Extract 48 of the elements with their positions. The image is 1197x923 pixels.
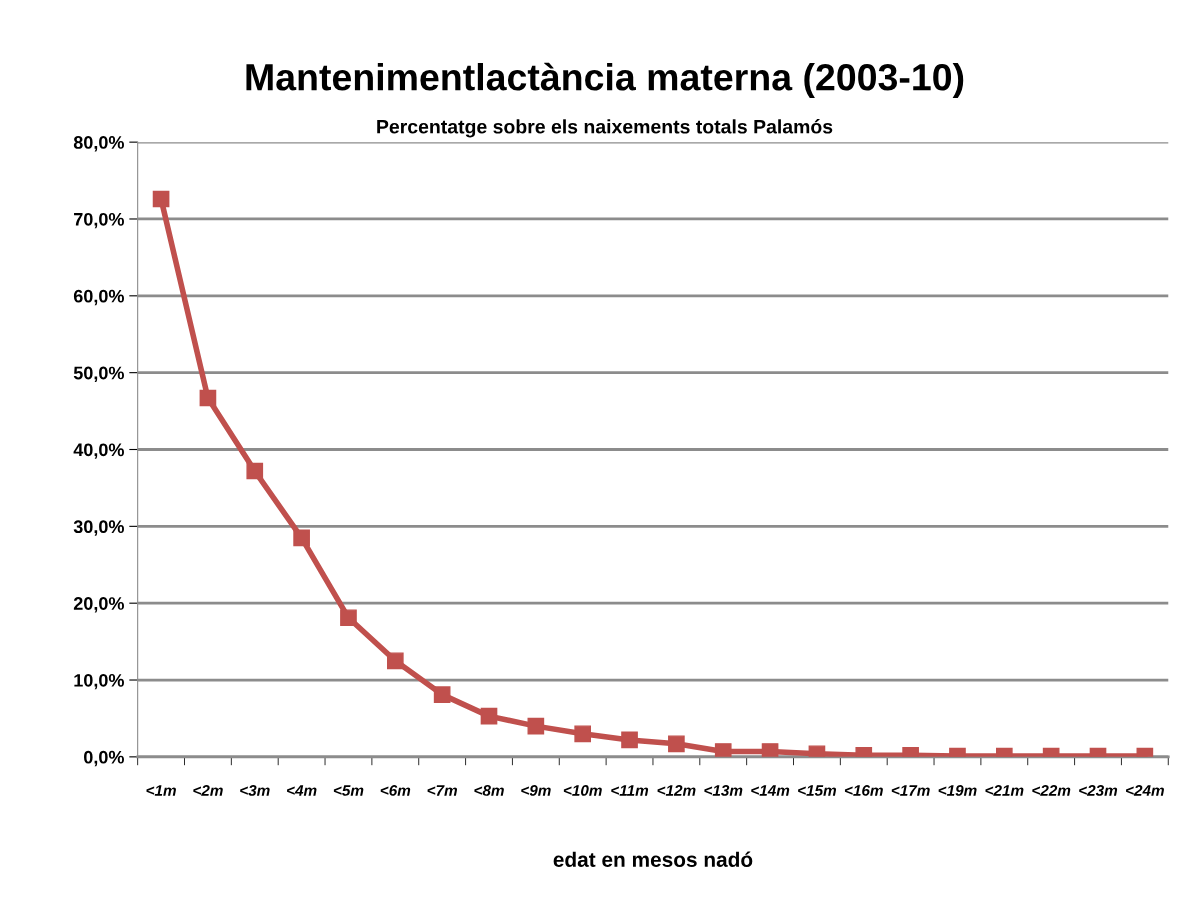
x-tick-label: <3m [240, 785, 270, 796]
chart-title: Mantenimentlactància materna (2003-10) [246, 62, 964, 98]
y-tick-label: 40,0% [73, 443, 124, 459]
x-tick-label: <16m [844, 785, 883, 796]
x-tick-label: <12m [657, 785, 696, 796]
x-tick-label: <5m [333, 785, 364, 796]
point [433, 686, 451, 703]
x-tick-label: <14m [751, 785, 790, 796]
point [621, 731, 638, 749]
y-tick-label: 70,0% [74, 212, 124, 229]
x-tick-label: <9m [521, 785, 551, 796]
x-tick-label: <17m [891, 785, 930, 796]
y-tick-label: 20,0% [73, 597, 124, 613]
x-tick-label: <15m [798, 785, 837, 796]
point [199, 389, 217, 407]
point [574, 725, 592, 743]
chart-subtitle: Percentatge sobre els naixements totals Palamós [377, 119, 833, 138]
x-tick-label: <10m [563, 785, 602, 796]
x-tick-label: <6m [380, 785, 411, 796]
point [527, 717, 545, 735]
point [668, 735, 685, 753]
point [386, 652, 404, 670]
point [152, 190, 170, 208]
point [761, 743, 779, 757]
x-tick-label: <7m [427, 785, 458, 796]
x-tick-label: <4m [287, 785, 317, 796]
x-tick-label: <2m [193, 785, 223, 796]
y-tick-label: 50,0% [73, 366, 124, 382]
x-tick-label: <1m [146, 785, 176, 796]
y-tick-label: 60,0% [73, 289, 124, 306]
point [246, 462, 264, 480]
x-tick-label: <19m [938, 785, 977, 796]
point [293, 529, 310, 547]
x-tick-label: <11m [611, 785, 649, 796]
point [340, 609, 357, 627]
x-axis-title: edat en mesos nadó [553, 851, 753, 867]
x-tick-label: <13m [704, 785, 743, 796]
y-tick-label: 80,0% [73, 136, 124, 152]
x-tick-label: <23m [1079, 785, 1118, 796]
x-tick-label: <24m [1126, 785, 1164, 796]
x-tick-label: <8m [474, 785, 504, 796]
y-tick-label: 30,0% [73, 520, 124, 536]
y-tick-label: 0,0% [84, 750, 124, 767]
point [480, 707, 498, 725]
y-tick-label: 10,0% [74, 673, 124, 690]
point [714, 743, 732, 757]
x-tick-label: <21m [985, 785, 1024, 796]
x-tick-label: <22m [1032, 785, 1071, 796]
